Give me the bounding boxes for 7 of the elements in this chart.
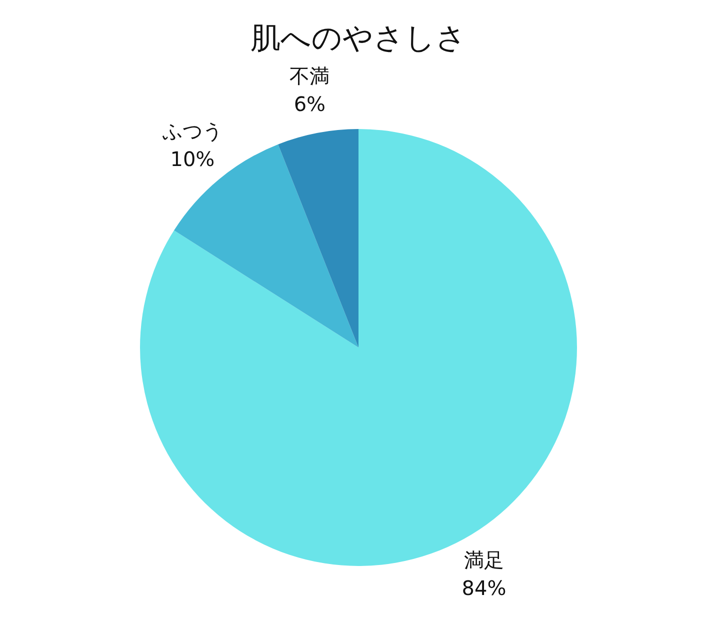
data-label: 84% — [462, 576, 506, 600]
data-label: 10% — [170, 146, 215, 171]
data-label: 6% — [294, 92, 326, 116]
chart-title: 肌へのやさしさ — [250, 20, 466, 56]
slice-label: 不満 — [290, 64, 330, 88]
slice-label: 満足 — [464, 548, 504, 572]
slice-label: ふつう — [161, 118, 222, 143]
